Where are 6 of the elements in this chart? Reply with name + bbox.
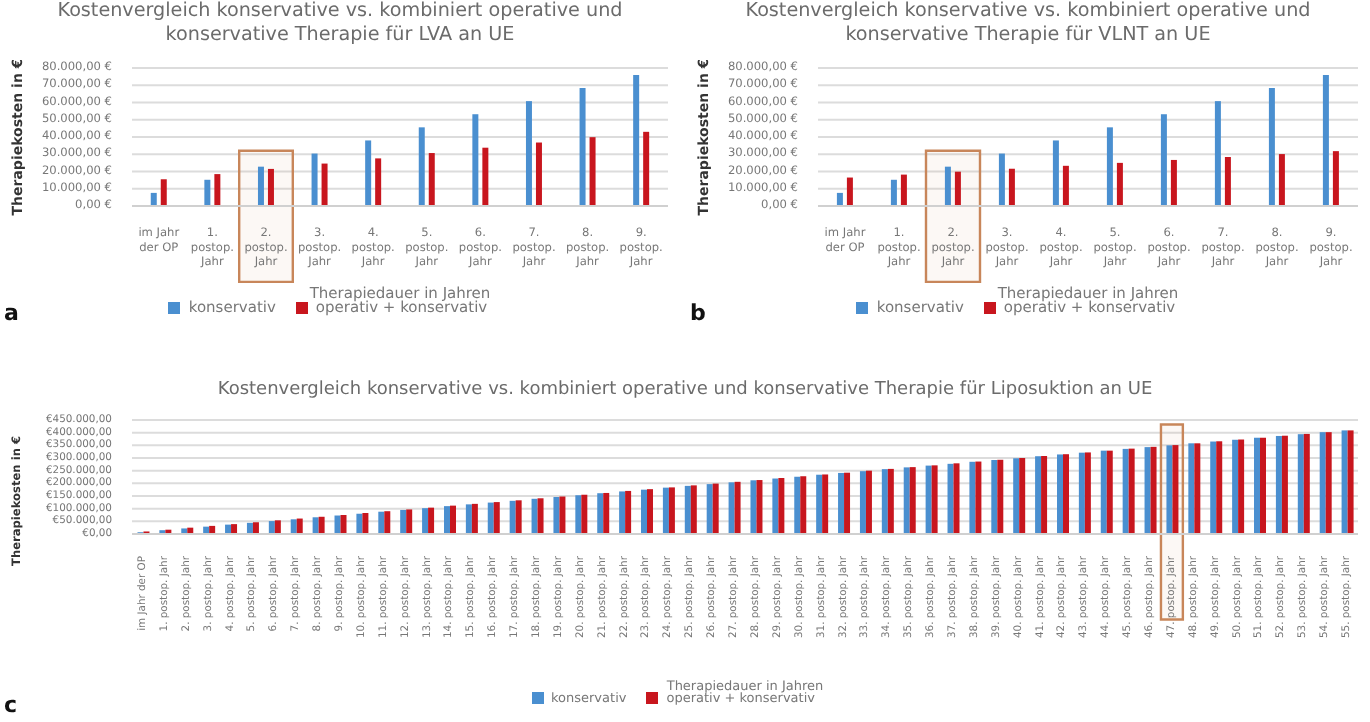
chart-title: Kostenvergleich konservative vs. kombiniert operative und konservative Therapie für Liposuktion an UE	[215, 380, 1155, 404]
chart-title: Kostenvergleich konservative vs. kombiniert operative und konservative Therapie für LVA an UE	[55, 0, 625, 51]
text: b	[690, 300, 706, 326]
text: a	[4, 300, 19, 326]
chart-title: Kostenvergleich konservative vs. kombiniert operative und konservative Therapie für VLNT an UE	[743, 0, 1313, 51]
text: c	[4, 692, 18, 718]
